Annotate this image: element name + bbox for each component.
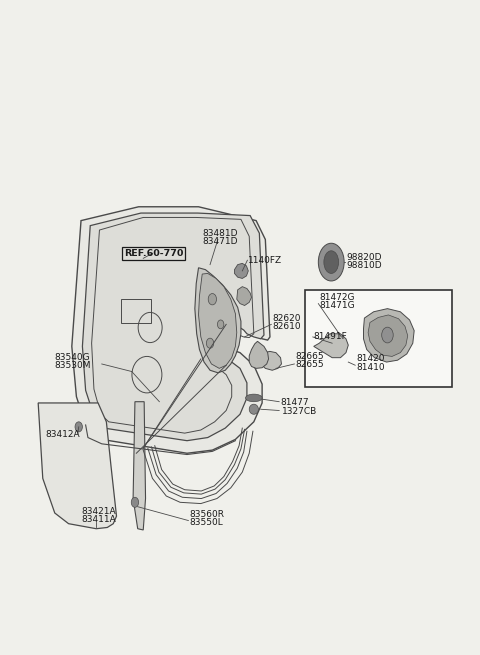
Polygon shape [199,273,237,368]
Polygon shape [363,309,414,362]
Polygon shape [133,402,145,530]
Text: 83530M: 83530M [55,361,91,369]
Polygon shape [314,334,348,358]
Text: 83411A: 83411A [81,515,116,524]
Polygon shape [38,403,117,529]
Ellipse shape [217,320,224,329]
Polygon shape [237,287,252,305]
Text: 82665: 82665 [295,352,324,361]
Polygon shape [368,315,408,356]
Text: 81471G: 81471G [319,301,355,310]
Text: 81472G: 81472G [319,293,355,302]
Ellipse shape [131,497,139,508]
Ellipse shape [318,243,344,281]
Text: 83471D: 83471D [202,237,238,246]
Text: 83412A: 83412A [46,430,80,439]
Text: 98820D: 98820D [346,253,382,262]
Polygon shape [234,263,248,278]
Text: 83540G: 83540G [55,352,90,362]
Text: 83550L: 83550L [189,518,223,527]
Bar [304,290,452,387]
Text: 82610: 82610 [272,322,301,331]
Ellipse shape [324,251,338,273]
Text: REF.60-770: REF.60-770 [124,249,183,258]
Text: 83481D: 83481D [202,229,238,238]
Ellipse shape [249,404,258,414]
Polygon shape [72,207,270,453]
Ellipse shape [206,338,214,348]
Text: 83560R: 83560R [189,510,224,519]
Bar [121,299,151,323]
Polygon shape [195,268,241,373]
Ellipse shape [75,422,83,432]
Text: 81410: 81410 [356,363,385,371]
Text: 82655: 82655 [295,360,324,369]
Polygon shape [256,351,281,370]
Text: 81477: 81477 [280,398,309,407]
Text: 98810D: 98810D [346,261,382,271]
Ellipse shape [382,328,393,343]
Text: 1327CB: 1327CB [281,407,317,417]
Ellipse shape [246,394,262,402]
Ellipse shape [208,293,216,305]
Text: 82620: 82620 [272,314,301,322]
Text: 81420: 81420 [356,354,384,364]
Polygon shape [249,341,269,368]
Polygon shape [83,213,264,441]
Text: 81491F: 81491F [314,333,348,341]
Text: 1140FZ: 1140FZ [248,255,282,265]
Text: 83421A: 83421A [81,506,116,515]
